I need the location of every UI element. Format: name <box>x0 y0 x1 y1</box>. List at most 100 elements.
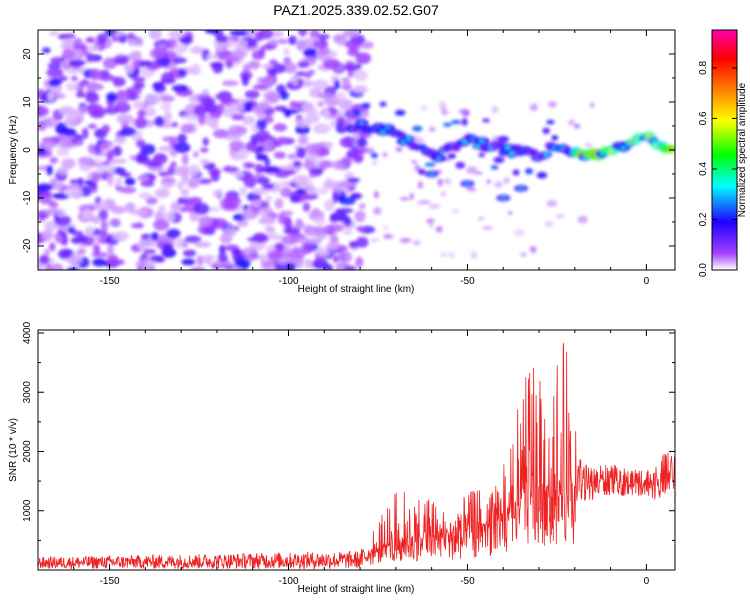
noise-blob <box>274 198 284 209</box>
spectrogram-x-label: Height of straight line (km) <box>298 284 415 295</box>
noise-blob <box>171 122 179 128</box>
noise-blob <box>309 30 320 40</box>
noise-blob <box>243 101 254 112</box>
signal-core <box>608 149 614 153</box>
noise-blob <box>66 82 78 92</box>
noise-blob <box>160 101 172 112</box>
signal-core <box>496 143 502 147</box>
noise-blob <box>128 51 140 62</box>
noise-blob <box>72 109 85 121</box>
faint-blob <box>382 152 388 158</box>
noise-blob <box>115 176 123 188</box>
noise-blob <box>38 183 54 192</box>
x-tick-label: -100 <box>278 276 298 287</box>
noise-blob <box>48 78 63 87</box>
noise-blob <box>49 201 59 209</box>
noise-blob <box>181 172 189 185</box>
noise-blob <box>135 260 148 267</box>
faint-blob <box>417 181 423 189</box>
noise-blob <box>355 256 364 268</box>
noise-blob <box>188 196 203 204</box>
noise-blob <box>134 116 147 129</box>
signal-core <box>590 150 596 154</box>
noise-blob <box>124 177 136 186</box>
noise-blob <box>251 188 270 195</box>
noise-blob <box>58 106 76 117</box>
noise-blob <box>264 157 271 167</box>
noise-blob <box>88 182 97 188</box>
noise-blob <box>91 172 100 184</box>
noise-blob <box>193 105 207 117</box>
signal-core <box>406 137 412 141</box>
noise-blob <box>311 208 320 216</box>
noise-blob <box>308 172 316 179</box>
signal-core <box>384 126 390 130</box>
noise-blob <box>55 122 68 135</box>
noise-blob <box>182 249 197 257</box>
noise-blob <box>75 91 86 98</box>
noise-blob <box>44 208 61 216</box>
noise-blob <box>88 68 102 81</box>
noise-blob <box>255 153 268 161</box>
faint-blob <box>365 147 375 155</box>
noise-blob <box>312 39 329 50</box>
noise-blob <box>178 68 187 78</box>
noise-blob <box>229 30 248 37</box>
noise-blob <box>269 38 279 46</box>
noise-blob <box>166 38 178 50</box>
snr-x-label: Height of straight line (km) <box>298 584 415 595</box>
noise-blob <box>177 133 187 144</box>
x-tick-label: -50 <box>460 576 475 587</box>
faint-blob <box>412 240 421 246</box>
noise-blob <box>61 48 75 61</box>
noise-blob <box>243 175 257 188</box>
faint-blob <box>414 164 421 172</box>
faint-blob <box>409 192 414 201</box>
faint-blob <box>529 246 537 254</box>
noise-blob <box>57 167 69 175</box>
noise-blob <box>116 113 134 125</box>
noise-blob <box>257 253 271 262</box>
noise-blob <box>336 116 346 127</box>
noise-blob <box>232 48 246 59</box>
colorbar-ticks: 0.0 0.2 0.4 0.6 0.8 <box>698 61 737 277</box>
noise-blob <box>56 147 70 156</box>
signal-core <box>651 139 657 143</box>
y-tick-label: 10 <box>22 96 33 108</box>
noise-blob <box>273 151 286 159</box>
noise-blob <box>55 233 63 244</box>
noise-blob <box>151 232 159 242</box>
y-tick-label: 0 <box>22 147 33 153</box>
noise-blob <box>232 248 241 256</box>
noise-blob <box>158 171 170 177</box>
noise-blob <box>103 106 120 115</box>
noise-blob <box>97 201 107 210</box>
signal-core <box>354 126 360 130</box>
noise-blob <box>330 211 348 222</box>
noise-blob <box>132 67 141 76</box>
noise-blob <box>231 113 245 121</box>
noise-blob <box>277 38 288 44</box>
noise-blob <box>312 123 331 134</box>
noise-blob <box>255 129 271 142</box>
noise-blob <box>284 261 296 270</box>
colorbar: 0.0 0.2 0.4 0.6 0.8 Normalized spectral ampl… <box>698 29 748 277</box>
noise-blob <box>59 226 68 232</box>
noise-blob <box>61 248 73 259</box>
noise-blob <box>199 158 210 165</box>
noise-blob <box>172 57 187 64</box>
noise-blob <box>289 100 299 109</box>
colorbar-gradient <box>711 29 738 271</box>
noise-blob <box>351 192 363 200</box>
x-tick-label: -150 <box>100 276 120 287</box>
signal-core <box>436 156 442 160</box>
signal-core <box>380 130 386 134</box>
noise-blob <box>137 238 148 251</box>
faint-blob <box>440 109 449 116</box>
signal-side-blob <box>455 161 466 169</box>
chart-title: PAZ1.2025.339.02.52.G07 <box>273 2 439 18</box>
noise-blob <box>333 79 340 90</box>
noise-blob <box>355 52 372 65</box>
faint-blob <box>494 181 503 189</box>
noise-blob <box>54 84 62 95</box>
